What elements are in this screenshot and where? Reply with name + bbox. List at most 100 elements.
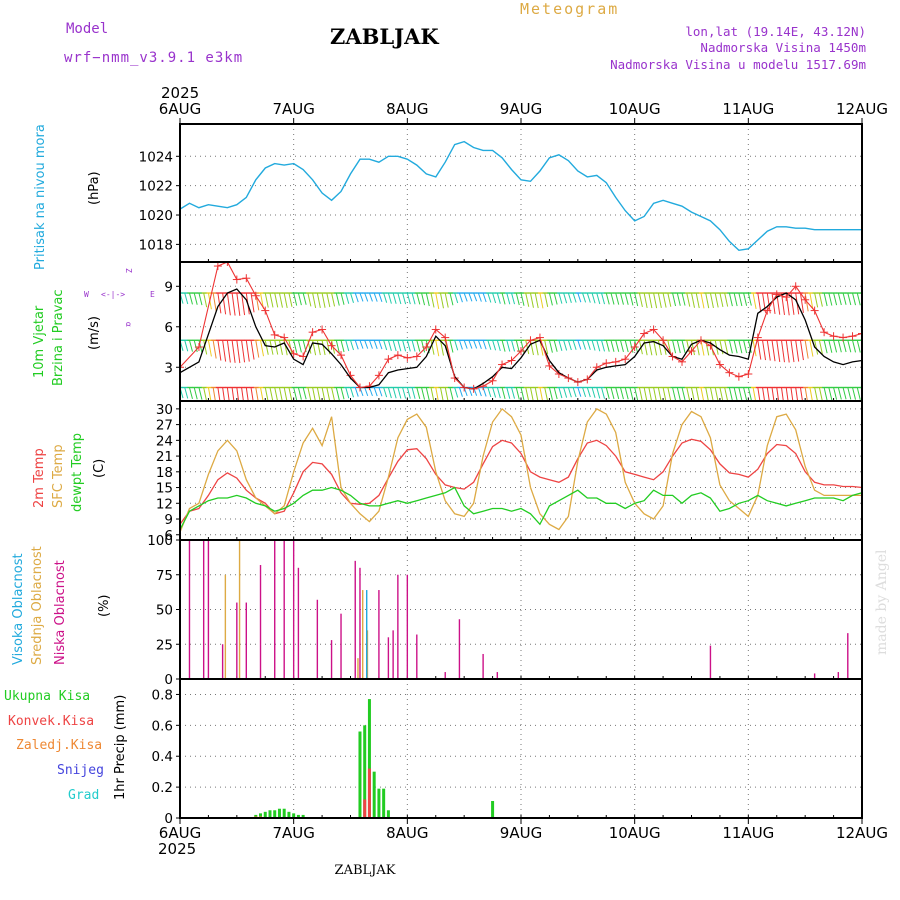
precip-total-bar <box>377 788 381 818</box>
wind-barb <box>610 292 615 305</box>
wind-barb <box>657 387 662 401</box>
wind-compass: W E <-|-> Z α <box>84 268 155 327</box>
wind-barb <box>511 387 516 399</box>
wind-barb <box>416 387 421 399</box>
wind-barb <box>558 340 563 351</box>
wind-barb <box>359 340 364 349</box>
wind-barb <box>482 340 487 350</box>
wind-barb <box>525 292 530 307</box>
wind-barb <box>203 340 208 355</box>
wind-barb <box>487 387 492 398</box>
wind-barb <box>667 292 672 307</box>
wind-barb <box>293 387 298 401</box>
wind-barb <box>601 387 605 399</box>
wind-barb <box>638 387 643 401</box>
wind-barb <box>553 340 558 352</box>
wind-barb <box>406 292 411 305</box>
wind-barb <box>762 387 766 401</box>
cloud-label-low: Niska Oblacnost <box>53 560 68 665</box>
wind-barb <box>795 340 800 362</box>
wind-barb <box>724 387 729 401</box>
wind-barb <box>482 292 487 303</box>
wind-barb <box>198 292 203 306</box>
wind-barb <box>667 387 672 401</box>
wind-barb <box>383 292 388 303</box>
wind-barb <box>804 340 809 359</box>
y-tick-label: 27 <box>156 418 173 434</box>
wind-barb <box>335 340 340 353</box>
wind-barb <box>269 387 274 401</box>
cloud-unit: (%) <box>97 595 112 618</box>
wind-barb <box>321 387 326 401</box>
wind-barb <box>818 292 823 307</box>
wind-barb <box>458 340 463 350</box>
y-tick-label: 0 <box>164 672 173 688</box>
y-tick-label: 0.4 <box>152 749 173 765</box>
wind-barb <box>241 387 244 401</box>
wind-barb <box>245 340 250 362</box>
wind-barb <box>567 340 572 351</box>
wind-barb <box>563 292 568 304</box>
wind-barb <box>345 340 350 352</box>
wind-barb <box>577 292 582 303</box>
wind-barb <box>591 340 596 351</box>
wind-barb <box>553 292 558 305</box>
wind-barb <box>416 340 421 352</box>
y-tick-label: 6 <box>164 320 173 336</box>
x-tick-label-bottom: 7AUG <box>272 824 314 842</box>
wind-barb <box>421 292 426 306</box>
wind-barb <box>397 292 402 305</box>
wind-barb <box>501 292 506 305</box>
wind-barb <box>383 387 388 398</box>
year-bottom: 2025 <box>158 840 196 858</box>
y-tick-label: 9 <box>164 512 173 528</box>
precip-legend-grad: Grad <box>68 788 99 803</box>
wind-barb <box>572 387 577 398</box>
wind-barb <box>776 340 781 362</box>
x-tick-label-top: 10AUG <box>609 100 661 118</box>
wind-barb <box>709 292 714 309</box>
wind-barb <box>847 387 852 400</box>
wind-barb <box>354 387 359 397</box>
wind-barb <box>766 387 770 401</box>
wind-barb <box>610 387 615 400</box>
wind-barb <box>833 387 838 400</box>
wind-barb <box>728 292 733 307</box>
wind-barb <box>515 387 520 400</box>
wind-barb <box>648 292 653 309</box>
wind-barb <box>567 292 572 303</box>
wind-barb <box>236 340 241 364</box>
wind-barb <box>335 387 340 401</box>
wind-barb <box>430 387 435 401</box>
precip-total-bar <box>363 725 367 818</box>
wind-barb <box>340 387 345 400</box>
wind-barb <box>255 387 259 401</box>
wind-barb <box>350 340 354 351</box>
wind-barb <box>757 340 762 360</box>
wind-barb <box>278 340 283 355</box>
wind-barb <box>288 387 293 401</box>
precip-legend-conv: Konvek.Kisa <box>8 714 94 729</box>
wind-barb <box>378 292 383 302</box>
wind-barb <box>364 340 369 349</box>
wind-barb <box>463 292 468 302</box>
wind-barb <box>288 292 293 307</box>
wind-barb <box>743 387 748 401</box>
pressure-line <box>179 140 862 252</box>
wind-barb <box>814 340 819 355</box>
wind-barb <box>539 292 544 309</box>
wind-barb <box>818 387 823 401</box>
wind-barb <box>364 292 369 302</box>
wind-barb <box>525 340 530 355</box>
wind-barb <box>430 292 435 308</box>
wind-barb <box>672 292 677 307</box>
y-tick-label: 0.2 <box>152 780 173 796</box>
wind-barb <box>373 387 378 397</box>
wind-barb <box>241 340 246 363</box>
wind-barb <box>193 292 198 305</box>
wind-barb <box>364 387 369 397</box>
wind-barb <box>435 340 440 357</box>
wind-barb <box>634 292 639 307</box>
temp-label-2m: 2m Temp <box>32 448 47 508</box>
wind-barb <box>487 340 492 350</box>
